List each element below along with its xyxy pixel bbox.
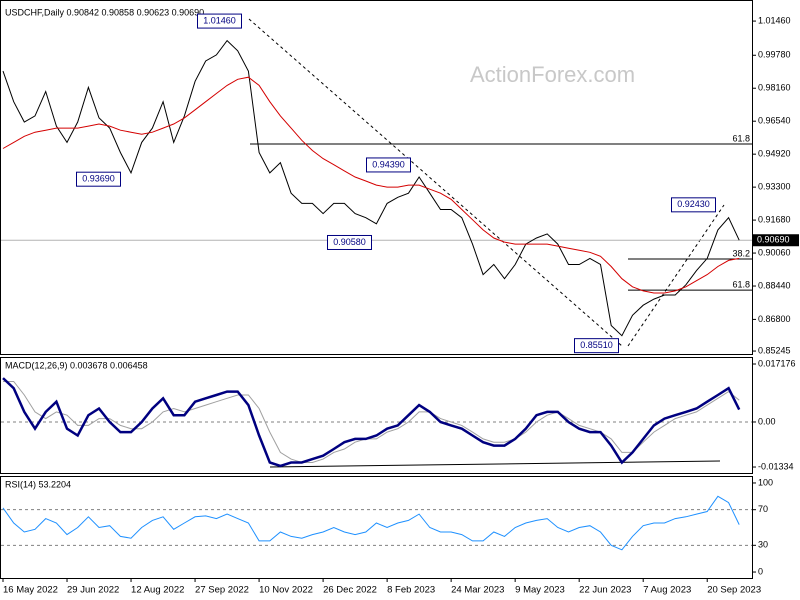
last-price-box [753, 234, 799, 247]
series-line [2, 76, 740, 294]
price-annotation: 0.90580 [333, 237, 366, 247]
y-tick-label: 0.00 [758, 416, 776, 426]
y-tick-label: 100 [758, 477, 773, 487]
price-annotation-box [366, 157, 411, 173]
y-tick-label: -0.01334 [758, 461, 794, 471]
y-tick-label: 0.99780 [758, 50, 791, 60]
x-tick-label: 12 Aug 2022 [131, 585, 184, 596]
pane-title: USDCHF,Daily 0.90842 0.90858 0.90623 0.9… [5, 7, 204, 17]
y-tick-label: 0.91680 [758, 214, 791, 224]
price-annotation-box [327, 234, 372, 250]
price-annotation: 0.93690 [82, 174, 115, 184]
y-tick-label: 0.86800 [758, 314, 791, 324]
fib-label: 38.2 [732, 248, 750, 258]
y-tick-label: 0.93300 [758, 182, 791, 192]
price-annotation: 0.92430 [677, 199, 710, 209]
y-tick-label: 0.94920 [758, 149, 791, 159]
x-tick-label: 26 Dec 2022 [323, 585, 377, 596]
x-tick-label: 10 Nov 2022 [259, 585, 313, 596]
y-tick-label: 70 [758, 504, 768, 514]
pane-title: RSI(14) 53.2204 [5, 479, 71, 489]
y-tick-label: 0.88440 [758, 280, 791, 290]
series-line [2, 495, 740, 551]
price-pane [0, 0, 753, 355]
price-annotation: 0.85510 [580, 340, 613, 350]
price-annotation-box [76, 171, 121, 187]
x-tick-label: 29 Jun 2022 [67, 585, 119, 596]
macd-pane [0, 357, 753, 474]
x-tick-label: 27 Sep 2022 [195, 585, 249, 596]
y-tick-label: 0 [758, 566, 763, 576]
trend-line [627, 204, 725, 347]
x-tick-label: 8 Feb 2023 [387, 585, 435, 596]
price-annotation-box [197, 13, 242, 29]
y-tick-label: 0.96540 [758, 116, 791, 126]
series-line [3, 381, 740, 463]
last-price-label: 0.90690 [757, 235, 790, 245]
macd-trend-line [269, 460, 721, 468]
x-tick-label: 7 Aug 2023 [643, 585, 691, 596]
series-line [2, 39, 740, 337]
x-tick-label: 9 May 2023 [515, 585, 565, 596]
y-tick-label: 30 [758, 540, 768, 550]
watermark: ActionForex.com [470, 62, 635, 87]
y-tick-label: 0.90060 [758, 247, 791, 257]
series-line [2, 377, 741, 468]
y-tick-label: 1.01460 [758, 15, 791, 25]
fib-label: 61.8 [732, 133, 750, 143]
rsi-pane [0, 476, 753, 579]
x-tick-label: 20 Sep 2023 [707, 585, 761, 596]
y-tick-label: 0.85245 [758, 345, 791, 355]
fib-label: 61.8 [732, 279, 750, 289]
y-tick-label: 0.017176 [758, 358, 796, 368]
price-annotation: 1.01460 [203, 15, 236, 25]
y-tick-label: 0.98160 [758, 83, 791, 93]
x-tick-label: 22 Jun 2023 [579, 585, 631, 596]
x-tick-label: 24 Mar 2023 [451, 585, 504, 596]
price-annotation-box [574, 338, 619, 354]
price-annotation-box [671, 197, 716, 213]
x-tick-label: 16 May 2022 [3, 585, 58, 596]
pane-title: MACD(12,26,9) 0.003678 0.006458 [5, 360, 148, 370]
price-annotation: 0.94390 [372, 159, 405, 169]
trend-line [248, 18, 623, 347]
